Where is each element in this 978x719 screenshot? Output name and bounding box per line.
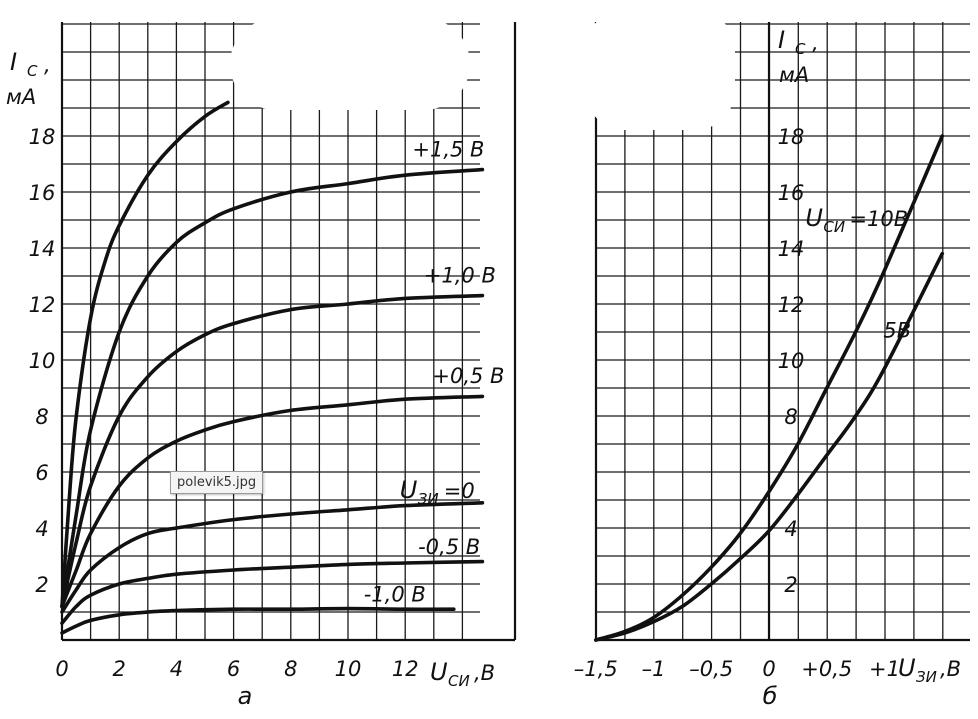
x-tick-label-b-0: –1,5 xyxy=(574,657,618,681)
series-label-a-uzi-main: U xyxy=(400,476,418,504)
x-tick-label-a-0: 0 xyxy=(55,657,68,681)
y-tick-label-b-3: 10 xyxy=(778,349,805,373)
series-label-b-0: 5В xyxy=(883,319,911,343)
x-tick-label-b-4: +0,5 xyxy=(801,657,852,681)
x-tick-label-b-1: –1 xyxy=(642,657,666,681)
x-axis-title-b: U xyxy=(898,654,916,682)
x-tick-label-a-6: 12 xyxy=(392,657,419,681)
curves-panel-b xyxy=(594,134,945,642)
y-axis-title-b-comma: , xyxy=(812,31,819,55)
y-tick-label-a-8: 18 xyxy=(29,125,56,149)
series-label-b-uci-rest: =10В xyxy=(849,207,908,231)
y-tick-label-a-2: 6 xyxy=(35,461,48,485)
series-line-a-0 xyxy=(60,100,230,609)
y-tick-label-b-7: 18 xyxy=(778,125,805,149)
x-tick-label-b-2: –0,5 xyxy=(689,657,733,681)
y-axis-title-a-sub: С xyxy=(27,62,38,80)
y-axis-unit-b: мА xyxy=(779,63,809,87)
x-axis-title-a-sub: СИ xyxy=(448,672,470,690)
x-tick-label-a-1: 2 xyxy=(113,657,126,681)
y-tick-label-b-2: 8 xyxy=(784,405,797,429)
y-tick-label-a-3: 8 xyxy=(35,405,48,429)
series-line-a-1 xyxy=(60,167,485,609)
x-tick-label-a-5: 10 xyxy=(335,657,362,681)
panel-label-b: б xyxy=(763,682,778,710)
ticks-panel-b: –1,5 –1 –0,5 0 +0,5 +1 2 4 8 10 12 14 16 18 xyxy=(574,125,900,681)
filename-tooltip: polevik5.jpg xyxy=(170,471,264,494)
series-line-b-0 xyxy=(594,134,945,642)
series-line-a-5 xyxy=(60,559,485,625)
series-label-a-0: +1,5 В xyxy=(412,137,484,161)
x-axis-title-b-sub: ЗИ xyxy=(916,668,937,686)
y-tick-label-a-0: 2 xyxy=(35,573,48,597)
series-label-a-1: +1,0 В xyxy=(424,263,496,287)
x-tick-label-a-4: 8 xyxy=(284,657,297,681)
x-axis-title-a: U xyxy=(430,658,448,686)
y-axis-title-b: I xyxy=(778,26,785,54)
series-line-a-2 xyxy=(60,293,485,609)
panel-label-a: а xyxy=(238,682,253,710)
x-axis-title-b-unit: ,В xyxy=(940,657,961,681)
y-axis-unit-a: мА xyxy=(6,85,36,109)
y-tick-label-b-5: 14 xyxy=(778,237,805,261)
series-label-a-4: -1,0 В xyxy=(364,583,426,607)
series-line-a-3 xyxy=(60,394,485,609)
x-tick-label-a-3: 6 xyxy=(227,657,240,681)
series-label-a-3: -0,5 В xyxy=(418,535,480,559)
y-axis-title-a-comma: , xyxy=(44,53,51,77)
series-label-a-uzi-sub: ЗИ xyxy=(418,490,439,508)
y-tick-label-b-1: 4 xyxy=(784,517,797,541)
series-line-a-6 xyxy=(60,606,456,635)
x-tick-label-b-5: +1 xyxy=(869,657,900,681)
y-axis-title-b-sub: С xyxy=(795,40,806,58)
y-tick-label-b-0: 2 xyxy=(784,573,797,597)
series-label-b-uci-sub: СИ xyxy=(823,218,845,236)
series-label-a-uzi-rest: =0 xyxy=(444,479,475,503)
redaction-blob-a xyxy=(230,18,470,110)
y-axis-title-a: I xyxy=(10,48,17,76)
x-axis-title-a-unit: ,В xyxy=(474,661,495,685)
y-tick-label-b-4: 12 xyxy=(778,293,805,317)
x-tick-label-b-3: 0 xyxy=(762,657,775,681)
series-line-b-1 xyxy=(594,251,945,642)
labels: I С ,мАU СИ ,Ва+1,5 В+1,0 В+0,5 В-0,5 В-1,0 … xyxy=(6,26,961,710)
y-tick-label-a-1: 4 xyxy=(35,517,48,541)
curves-panel-a xyxy=(60,100,485,635)
y-tick-label-a-7: 16 xyxy=(29,181,56,205)
grid-panel-b xyxy=(594,22,970,642)
series-label-b-uci-main: U xyxy=(805,204,823,232)
y-tick-label-b-6: 16 xyxy=(778,181,805,205)
x-tick-label-a-2: 4 xyxy=(170,657,183,681)
grid-panel-a xyxy=(60,22,517,642)
y-tick-label-a-6: 14 xyxy=(29,237,56,261)
ticks-panel-a: 0 2 4 6 8 10 12 2 4 6 8 10 12 14 16 18 xyxy=(29,125,419,681)
y-tick-label-a-4: 10 xyxy=(29,349,56,373)
y-tick-label-a-5: 12 xyxy=(29,293,56,317)
series-line-a-4 xyxy=(60,501,485,614)
series-label-a-2: +0,5 В xyxy=(432,364,504,388)
redaction-blob-b xyxy=(585,10,735,130)
